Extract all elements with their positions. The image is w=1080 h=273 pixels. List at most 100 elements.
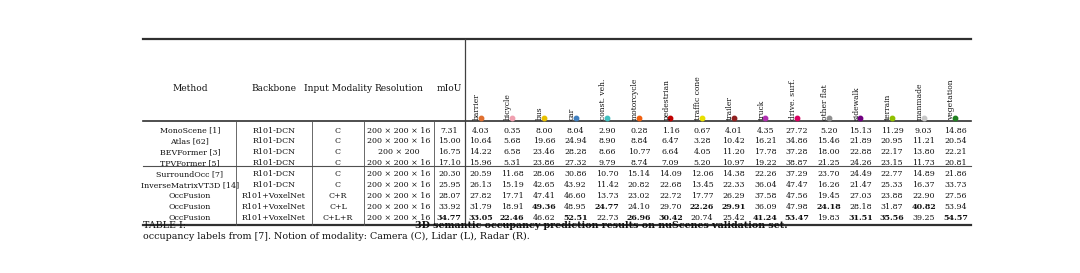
Text: 10.97: 10.97	[723, 159, 745, 167]
Text: 48.95: 48.95	[564, 203, 586, 211]
Text: C: C	[335, 159, 341, 167]
Text: R101+VoxelNet: R101+VoxelNet	[242, 192, 306, 200]
Text: 33.92: 33.92	[438, 203, 460, 211]
Text: vegetation: vegetation	[947, 79, 956, 120]
Text: R101-DCN: R101-DCN	[253, 181, 296, 189]
Text: 28.18: 28.18	[849, 203, 872, 211]
Text: 200 × 200 × 16: 200 × 200 × 16	[367, 214, 431, 222]
Text: 27.56: 27.56	[944, 192, 967, 200]
Text: Backbone: Backbone	[252, 84, 296, 93]
Text: 11.68: 11.68	[501, 170, 524, 178]
Text: 28.28: 28.28	[564, 148, 586, 156]
Text: 11.29: 11.29	[880, 126, 903, 135]
Text: 10.42: 10.42	[723, 137, 745, 146]
Text: 20.95: 20.95	[881, 137, 903, 146]
Text: 22.26: 22.26	[690, 203, 714, 211]
Text: 14.22: 14.22	[469, 148, 492, 156]
Text: 3D semantic occupancy prediction results on nuScenes validation set.: 3D semantic occupancy prediction results…	[415, 221, 787, 230]
Text: 4.03: 4.03	[472, 126, 489, 135]
Text: C: C	[335, 170, 341, 178]
Text: C: C	[335, 137, 341, 146]
Text: 14.86: 14.86	[944, 126, 967, 135]
Text: 20.81: 20.81	[944, 159, 967, 167]
Text: 27.32: 27.32	[564, 159, 586, 167]
Text: 36.04: 36.04	[754, 181, 777, 189]
Text: other flat: other flat	[821, 84, 828, 120]
Text: 43.92: 43.92	[564, 181, 586, 189]
Text: 1.16: 1.16	[662, 126, 679, 135]
Text: 17.71: 17.71	[501, 192, 524, 200]
Text: 26.29: 26.29	[723, 192, 745, 200]
Text: 17.10: 17.10	[437, 159, 461, 167]
Text: 8.74: 8.74	[630, 159, 648, 167]
Text: 23.70: 23.70	[818, 170, 840, 178]
Text: drive. surf.: drive. surf.	[789, 79, 797, 120]
Text: 18.91: 18.91	[501, 203, 524, 211]
Text: 10.77: 10.77	[627, 148, 650, 156]
Text: 13.73: 13.73	[596, 192, 619, 200]
Text: 16.21: 16.21	[754, 137, 777, 146]
Text: 6.58: 6.58	[503, 148, 521, 156]
Text: Method: Method	[172, 84, 207, 93]
Text: 22.77: 22.77	[881, 170, 903, 178]
Text: 22.72: 22.72	[659, 192, 681, 200]
Text: 20.30: 20.30	[438, 170, 460, 178]
Text: 12.06: 12.06	[691, 170, 714, 178]
Text: const. veh.: const. veh.	[599, 79, 607, 120]
Text: 24.94: 24.94	[564, 137, 586, 146]
Text: 22.26: 22.26	[754, 170, 777, 178]
Text: 23.15: 23.15	[880, 159, 903, 167]
Text: 38.87: 38.87	[786, 159, 808, 167]
Text: 27.72: 27.72	[786, 126, 808, 135]
Text: 15.96: 15.96	[470, 159, 491, 167]
Text: 5.31: 5.31	[503, 159, 521, 167]
Text: 35.56: 35.56	[880, 214, 904, 222]
Text: 11.21: 11.21	[913, 137, 935, 146]
Text: 8.90: 8.90	[598, 137, 616, 146]
Text: 4.35: 4.35	[757, 126, 774, 135]
Text: 5.68: 5.68	[503, 137, 521, 146]
Text: 7.31: 7.31	[441, 126, 458, 135]
Text: TABLE I:: TABLE I:	[144, 221, 189, 230]
Text: 8.84: 8.84	[630, 137, 648, 146]
Text: 3.28: 3.28	[693, 137, 711, 146]
Text: 25.42: 25.42	[723, 214, 745, 222]
Text: TPVFormer [5]: TPVFormer [5]	[160, 159, 219, 167]
Text: 31.51: 31.51	[848, 214, 873, 222]
Text: 16.37: 16.37	[913, 181, 935, 189]
Text: 25.95: 25.95	[438, 181, 460, 189]
Text: 31.79: 31.79	[470, 203, 491, 211]
Text: 200 × 200: 200 × 200	[378, 148, 420, 156]
Text: 15.00: 15.00	[438, 137, 460, 146]
Text: 33.05: 33.05	[469, 214, 492, 222]
Text: 21.25: 21.25	[818, 159, 840, 167]
Text: Atlas [62]: Atlas [62]	[171, 137, 210, 146]
Text: 200 × 200 × 16: 200 × 200 × 16	[367, 159, 431, 167]
Text: 47.47: 47.47	[786, 181, 809, 189]
Text: 36.09: 36.09	[754, 203, 777, 211]
Text: 19.45: 19.45	[818, 192, 840, 200]
Text: Input Modality: Input Modality	[303, 84, 372, 93]
Text: 26.96: 26.96	[626, 214, 651, 222]
Text: OccFusion: OccFusion	[168, 203, 211, 211]
Text: 8.04: 8.04	[567, 126, 584, 135]
Text: bus: bus	[536, 106, 544, 120]
Text: 17.78: 17.78	[754, 148, 777, 156]
Text: 6.47: 6.47	[662, 137, 679, 146]
Text: C: C	[335, 181, 341, 189]
Text: InverseMatrixVT3D [14]: InverseMatrixVT3D [14]	[140, 181, 239, 189]
Text: MonoScene [1]: MonoScene [1]	[160, 126, 220, 135]
Text: 52.51: 52.51	[564, 214, 588, 222]
Text: OccFusion: OccFusion	[168, 214, 211, 222]
Text: 23.02: 23.02	[627, 192, 650, 200]
Text: 47.41: 47.41	[532, 192, 555, 200]
Text: 23.86: 23.86	[532, 159, 555, 167]
Text: 19.66: 19.66	[532, 137, 555, 146]
Text: R101+VoxelNet: R101+VoxelNet	[242, 214, 306, 222]
Text: 5.20: 5.20	[820, 126, 837, 135]
Text: 39.25: 39.25	[913, 214, 935, 222]
Text: R101-DCN: R101-DCN	[253, 170, 296, 178]
Text: 15.13: 15.13	[849, 126, 872, 135]
Text: 0.35: 0.35	[503, 126, 521, 135]
Text: 14.38: 14.38	[723, 170, 745, 178]
